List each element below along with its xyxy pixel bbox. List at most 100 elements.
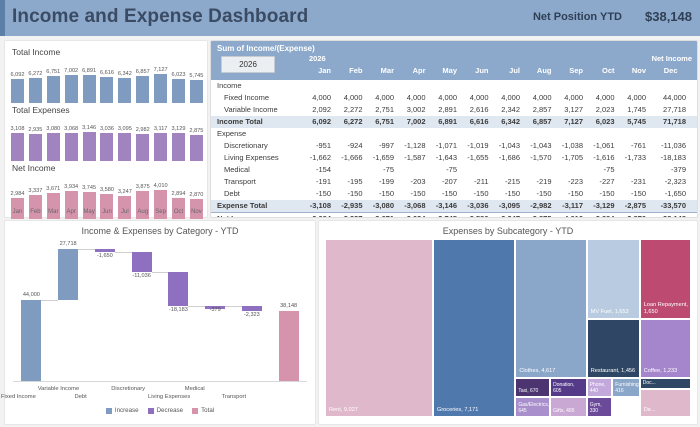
- sparkline-bar[interactable]: 4,010: [154, 183, 168, 219]
- table-row[interactable]: Discretionary -951 -924 -997 -1,128 -1,071 -1,…: [211, 140, 697, 152]
- sparkline-bar-rect: [64, 75, 78, 103]
- treemap-tile[interactable]: Gym, 330: [586, 397, 613, 417]
- sparkline-bar[interactable]: 3,117: [154, 126, 167, 161]
- sparkline-bar[interactable]: 3,068: [64, 126, 78, 161]
- sparkline-bar[interactable]: 6,857: [136, 69, 150, 103]
- table-row[interactable]: Expense: [211, 128, 697, 140]
- sparkline-bar[interactable]: 3,146: [82, 125, 96, 161]
- sparkline-bar[interactable]: 3,934: [64, 184, 78, 219]
- sparkline-bar[interactable]: 5,745: [189, 73, 203, 103]
- sparkline-bar[interactable]: 6,272: [28, 71, 42, 103]
- legend-item[interactable]: Total: [192, 407, 214, 414]
- treemap-tile[interactable]: Furnishings, 416: [612, 377, 640, 398]
- treemap-tile[interactable]: Rent, 9,027: [325, 239, 433, 417]
- waterfall-bar[interactable]: [278, 310, 299, 381]
- pivot-cell: 4,000: [469, 93, 489, 102]
- sparkline-bar[interactable]: 2,935: [28, 127, 42, 161]
- sparkline-bar[interactable]: 7,127: [154, 67, 168, 103]
- pivot-table-panel: Sum of Income/(Expense) 2026 2026 Net In…: [210, 40, 698, 218]
- sparkline-bar[interactable]: 6,023: [172, 72, 186, 103]
- pivot-month-header: Nov: [631, 66, 646, 75]
- sparkline-bar[interactable]: 6,616: [100, 70, 114, 103]
- treemap-tile[interactable]: De...: [639, 388, 691, 417]
- table-row[interactable]: Transport -191 -195 -199 -203 -207 -211 -215 -21…: [211, 176, 697, 188]
- sparkline-bar[interactable]: 6,092: [11, 72, 25, 103]
- pivot-cell: 4,000: [501, 93, 520, 102]
- sparkline-bar[interactable]: 2,870: [189, 192, 203, 219]
- table-row[interactable]: Variable Income 2,092 2,272 2,751 3,002 2,891…: [211, 104, 697, 116]
- pivot-cell: 6,891: [438, 117, 457, 126]
- year-slicer-button[interactable]: 2026: [221, 56, 275, 73]
- sparkline-bar[interactable]: 2,984: [11, 191, 25, 219]
- table-row[interactable]: Fixed Income 4,000 4,000 4,000 4,000 4,000 4,0…: [211, 92, 697, 104]
- sparkline-bar[interactable]: 2,875: [189, 128, 203, 161]
- axis-month-label: May: [83, 209, 95, 215]
- table-row[interactable]: Income Total 6,092 6,272 6,751 7,002 6,891 6,6…: [211, 116, 697, 128]
- sparkline-bar[interactable]: 2,982: [136, 127, 150, 161]
- sparkline-bar[interactable]: 3,129: [172, 126, 186, 161]
- treemap-chart-panel: Expenses by Subcategory - YTD Entertainm…: [318, 220, 698, 425]
- pivot-cell: 4,000: [343, 93, 363, 102]
- pivot-cell: -211: [474, 177, 489, 186]
- treemap-tile[interactable]: Doc...: [639, 377, 691, 389]
- pivot-month-header: Aug: [536, 66, 552, 75]
- treemap-tile-label: Coffee, 1,233: [643, 367, 678, 374]
- sparkline-bar[interactable]: 3,671: [46, 186, 60, 219]
- pivot-cell: -3,095: [498, 201, 520, 210]
- sparkline-bar[interactable]: 3,095: [118, 126, 132, 161]
- legend-label: Increase: [114, 407, 139, 414]
- treemap-tile[interactable]: Phone, 440: [586, 377, 613, 398]
- treemap-tile[interactable]: Donation, 605: [550, 377, 587, 398]
- table-row[interactable]: Debt -150 -150 -150 -150 -150 -150 -150 -150 -150…: [211, 188, 697, 200]
- pivot-cell: -75: [383, 165, 394, 174]
- sparkline-bar[interactable]: 2,894: [172, 191, 186, 219]
- treemap-tile[interactable]: Loan Repayment, 1,650: [639, 239, 691, 320]
- treemap-tile[interactable]: Gifts, 495: [550, 397, 587, 417]
- axis-month-label: Aug: [137, 209, 149, 215]
- sparkline-bar[interactable]: 6,891: [82, 68, 96, 103]
- pivot-cell: 4,000: [438, 93, 457, 102]
- sparkline-bar[interactable]: 3,080: [46, 126, 60, 161]
- pivot-cell: 3,247: [492, 214, 520, 217]
- sparkline-bar[interactable]: 3,337: [28, 188, 42, 219]
- treemap-tile[interactable]: Restaurant, 1,456: [586, 319, 640, 378]
- treemap-tile[interactable]: MV Fuel, 1,653: [586, 239, 640, 320]
- sparkline-bar[interactable]: 3,580: [100, 187, 114, 219]
- pivot-cell: -150: [347, 189, 363, 198]
- legend-item[interactable]: Increase: [105, 407, 139, 414]
- table-row[interactable]: Income: [211, 80, 697, 92]
- pivot-cell: -3,108: [309, 201, 331, 210]
- pivot-month-header: Dec: [663, 66, 678, 75]
- sparkline-bar[interactable]: 3,875: [136, 184, 150, 219]
- treemap-tile[interactable]: Coffee, 1,233: [639, 319, 691, 378]
- pivot-cell: -1,659: [372, 153, 394, 162]
- treemap-tile[interactable]: Gas/Electrics, 645: [515, 397, 551, 417]
- treemap-tile[interactable]: Clothes, 4,617: [515, 239, 587, 378]
- sparkline-bar[interactable]: 3,036: [100, 126, 114, 161]
- table-row[interactable]: Medical -154 -75 -75 -75 -379: [211, 164, 697, 176]
- waterfall-value-label: -11,036: [132, 273, 151, 280]
- waterfall-bar[interactable]: [21, 299, 42, 381]
- sparkline-bar[interactable]: 6,751: [46, 69, 60, 103]
- waterfall-bar[interactable]: [131, 251, 152, 273]
- legend-item[interactable]: Decrease: [147, 407, 183, 414]
- treemap-tile[interactable]: Groceries, 7,171: [432, 239, 516, 417]
- table-row[interactable]: Living Expenses -1,662 -1,666 -1,659 -1,587-…: [211, 152, 697, 164]
- sparkline-bar[interactable]: 7,002: [64, 68, 78, 103]
- waterfall-bar[interactable]: [205, 305, 226, 309]
- sparkline-title-net-income: Net Income: [12, 163, 56, 173]
- pivot-month-header: Jul: [509, 66, 520, 75]
- sparkline-bar[interactable]: 3,108: [11, 126, 25, 161]
- treemap-tile[interactable]: Taxi, 670: [515, 377, 551, 398]
- pivot-cell: 4,000: [312, 93, 331, 102]
- sparkline-bar[interactable]: 6,342: [118, 71, 132, 103]
- waterfall-bar[interactable]: [58, 248, 79, 300]
- table-row[interactable]: Expense Total -3,108 -2,935 -3,080 -3,068 -3,…: [211, 200, 697, 212]
- sparkline-bar[interactable]: 3,745: [82, 185, 96, 219]
- waterfall-bar[interactable]: [168, 272, 189, 306]
- sparkline-bar[interactable]: 3,247: [118, 189, 132, 219]
- treemap-plot: Entertainment, 1,884Rent, 9,027Groceries…: [325, 239, 691, 417]
- waterfall-bar[interactable]: [241, 306, 262, 311]
- waterfall-bar[interactable]: [94, 248, 115, 252]
